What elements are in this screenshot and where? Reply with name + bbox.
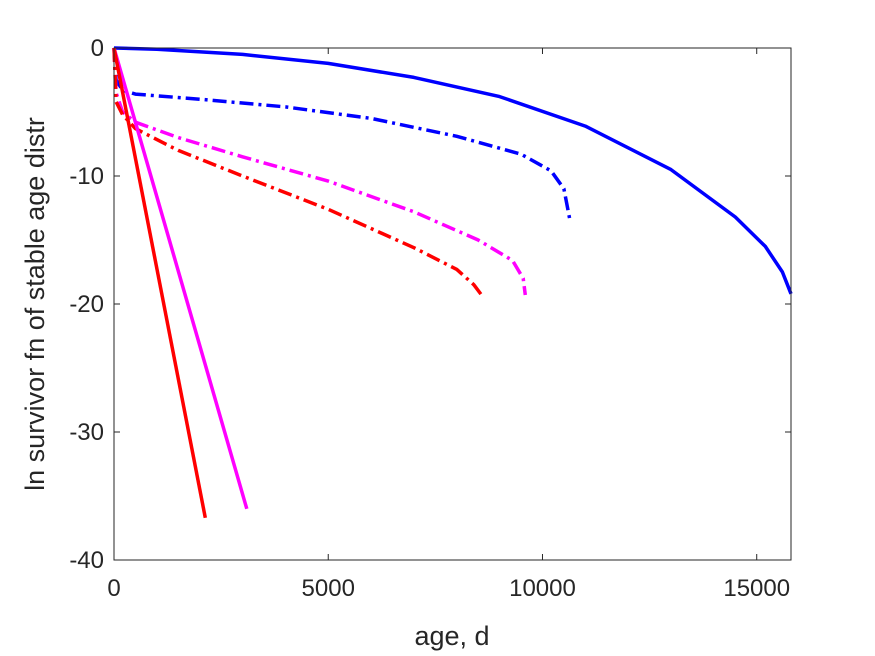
series-line-2 [112, 47, 573, 223]
y-tick-label: -20 [69, 291, 104, 318]
y-tick-label: 0 [91, 35, 104, 62]
series-line-1 [113, 46, 793, 295]
series-group [112, 46, 793, 519]
x-tick-label: 0 [107, 575, 120, 602]
x-tick-label: 10000 [509, 575, 576, 602]
y-axis-label: ln survivor fn of stable age distr [20, 117, 50, 491]
x-tick-label: 15000 [723, 575, 790, 602]
series-line-6 [112, 47, 208, 519]
ticks-group: 0 5000 10000 15000 0 -10 -20 -30 -40 [69, 35, 791, 602]
x-axis-label: age, d [414, 621, 489, 651]
y-tick-label: -40 [69, 547, 104, 574]
y-tick-label: -30 [69, 419, 104, 446]
series-line-5 [112, 47, 249, 510]
x-tick-label: 5000 [302, 575, 355, 602]
y-tick-label: -10 [69, 163, 104, 190]
series-line-4 [112, 47, 484, 298]
